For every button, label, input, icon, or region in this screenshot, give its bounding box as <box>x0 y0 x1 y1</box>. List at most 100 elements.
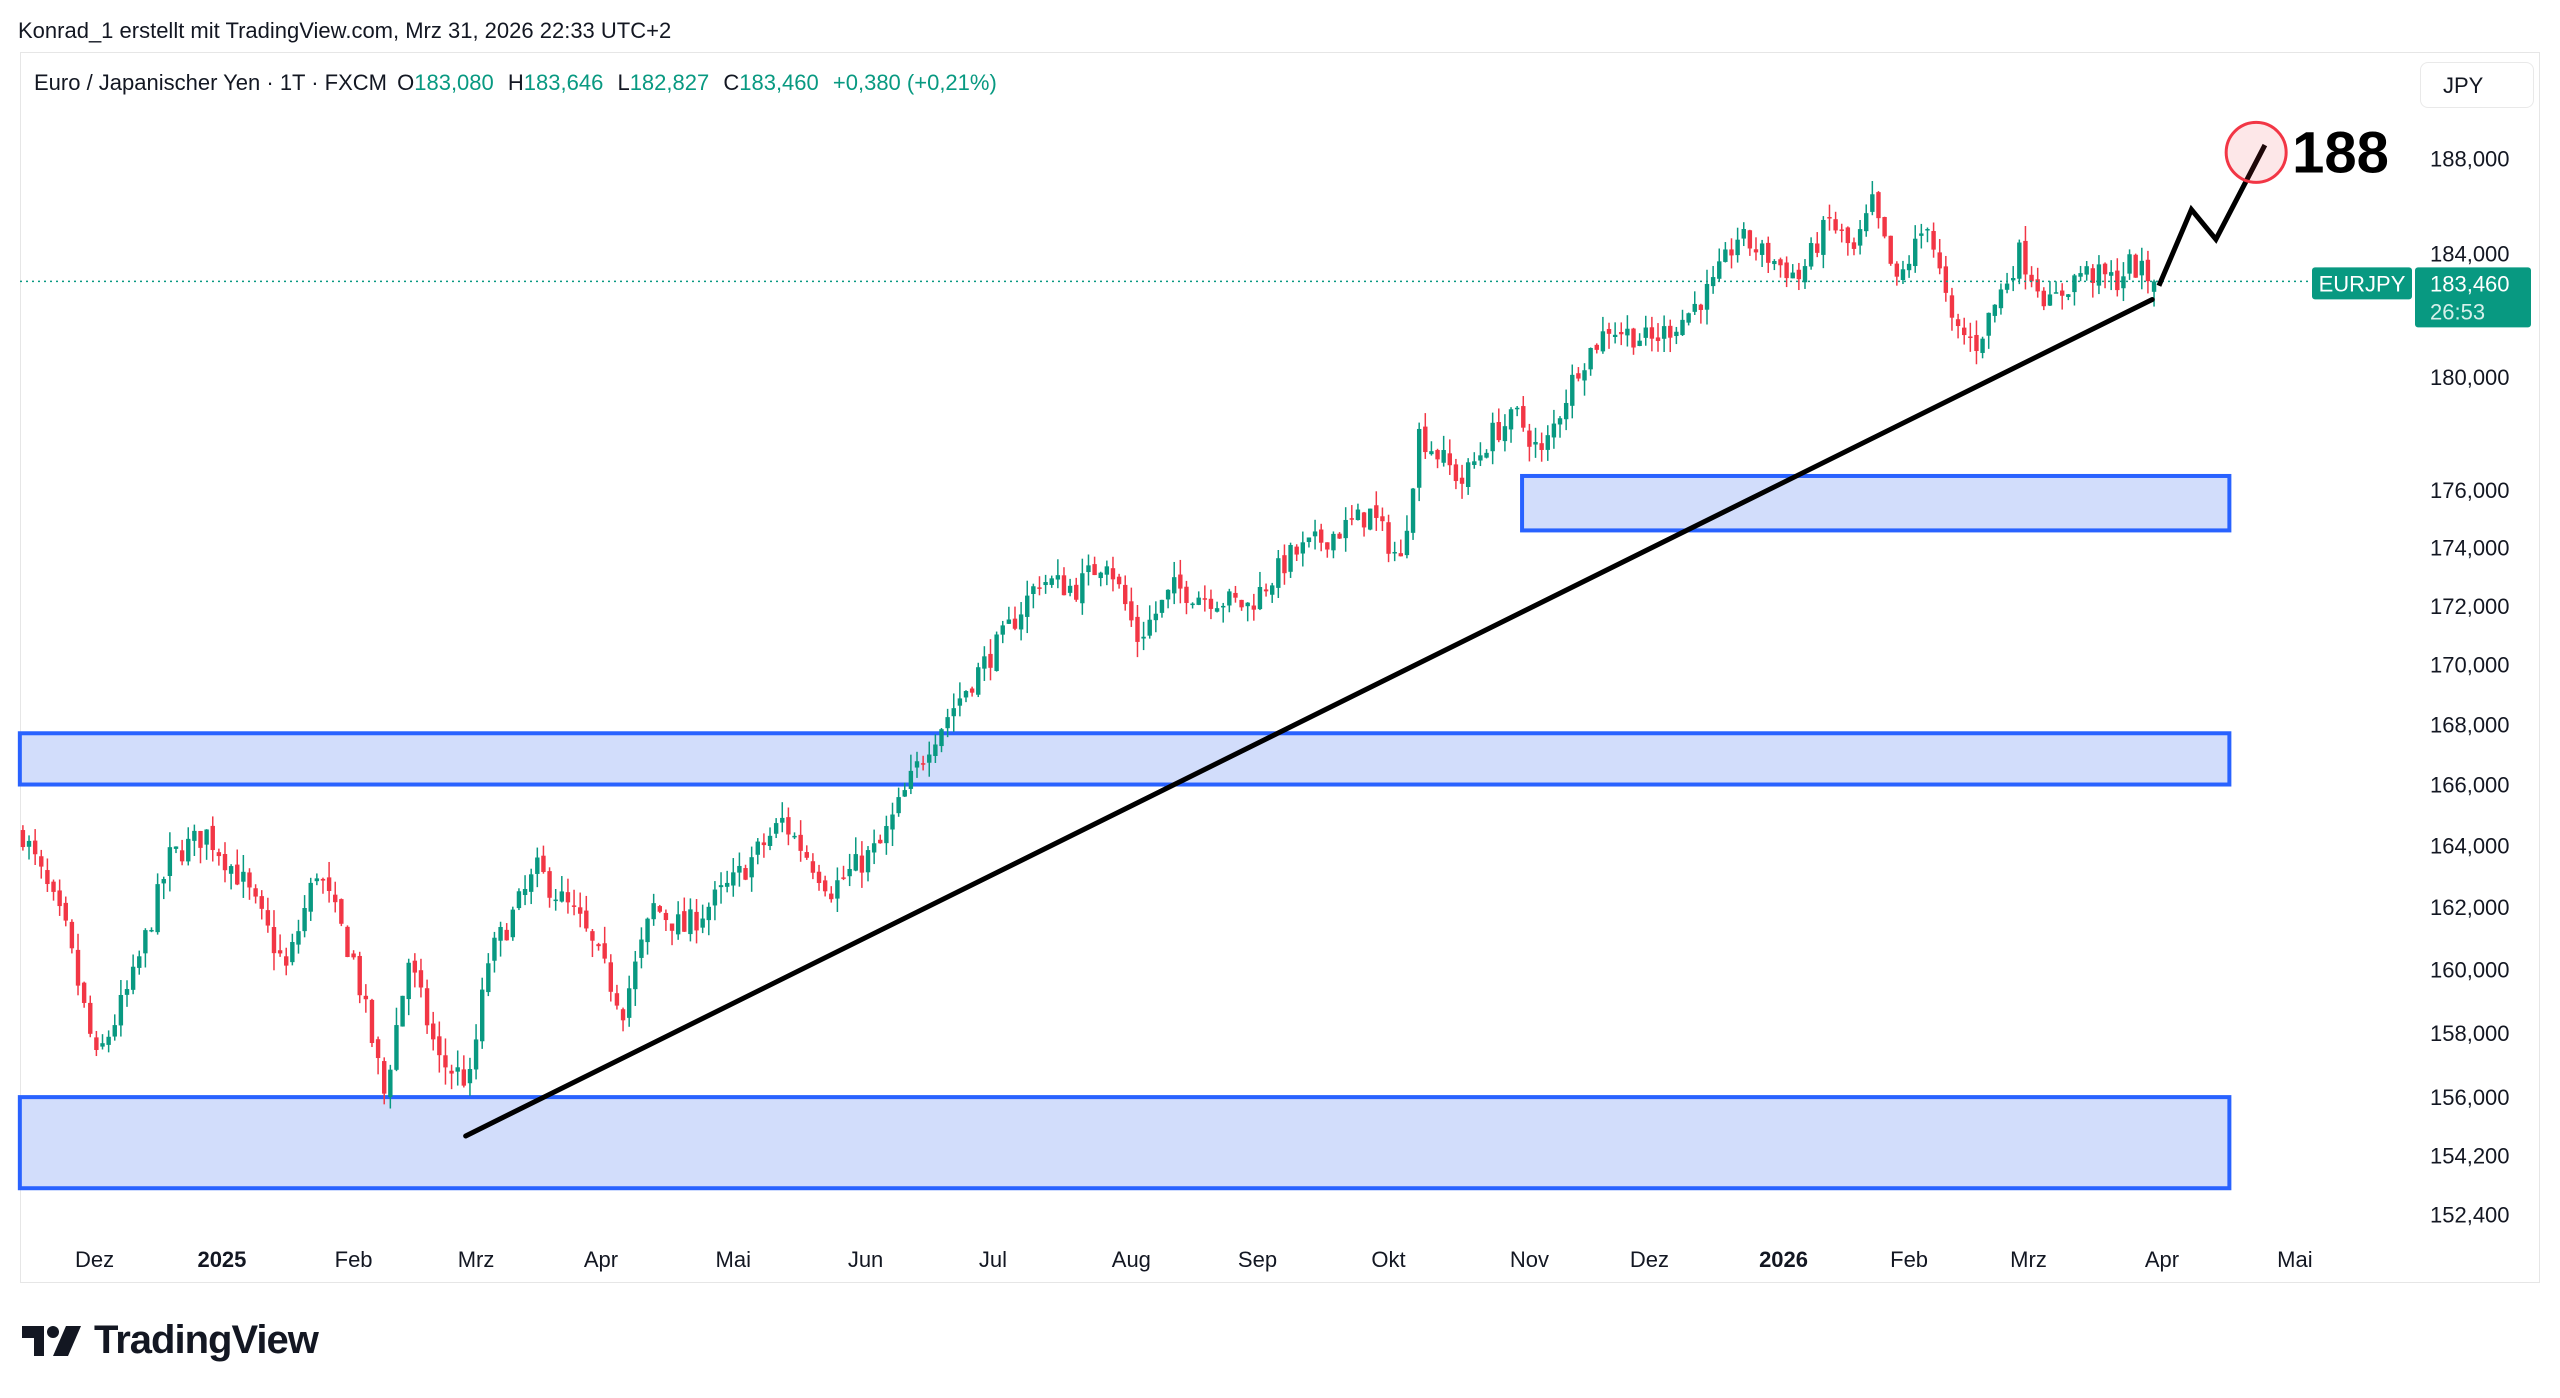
candle-down <box>743 868 748 880</box>
candle-down <box>1729 249 1734 256</box>
candle-down <box>1649 327 1655 339</box>
candle-down <box>333 894 338 903</box>
candle-up <box>1343 519 1348 539</box>
last-price-value: 183,460 <box>2430 271 2510 296</box>
low-value: 182,827 <box>629 70 710 95</box>
candle-down <box>1968 336 1973 338</box>
candle-down <box>1845 227 1851 244</box>
candle-down <box>357 955 362 996</box>
price-axis-label: 166,000 <box>2430 773 2510 798</box>
candle-up <box>712 889 718 906</box>
candle-down <box>1178 574 1183 589</box>
candle-down <box>816 871 822 884</box>
support-zone[interactable] <box>17 1095 2232 1191</box>
candle-up <box>192 830 197 841</box>
candle-down <box>1325 542 1330 550</box>
candle-up <box>2084 266 2089 275</box>
candle-down <box>1931 231 1936 250</box>
support-zone[interactable] <box>1520 473 2232 533</box>
candle-down <box>1349 518 1355 520</box>
candle-up <box>914 761 920 768</box>
support-zone[interactable] <box>17 731 2232 787</box>
currency-button[interactable]: JPY <box>2420 62 2534 108</box>
candle-up <box>1545 435 1550 450</box>
candle-up <box>1190 603 1195 606</box>
candle-down <box>88 1002 93 1034</box>
candle-down <box>418 970 424 988</box>
candle-up <box>510 909 516 938</box>
candle-up <box>1165 589 1171 600</box>
candle-down <box>1239 599 1244 608</box>
target-circle[interactable] <box>2224 120 2288 184</box>
candle-down <box>1619 332 1624 335</box>
candle-up <box>1919 233 1924 236</box>
candle-down <box>1453 464 1459 482</box>
candle-down <box>1539 443 1544 450</box>
target-label: 188 <box>2292 120 2389 185</box>
candle-down <box>1361 512 1367 528</box>
candle-down <box>1876 192 1881 219</box>
candle-down <box>75 949 81 986</box>
candle-up <box>963 691 969 698</box>
candle-up <box>2139 260 2145 276</box>
close-label: C <box>723 70 740 95</box>
price-axis-label: 164,000 <box>2430 834 2510 859</box>
candle-up <box>228 866 234 874</box>
symbol-description[interactable]: Euro / Japanischer Yen · 1T · FXCM <box>34 70 387 95</box>
high-value: 183,646 <box>523 70 604 95</box>
candle-up <box>1533 441 1538 445</box>
candle-up <box>1288 545 1293 572</box>
candle-down <box>920 763 926 765</box>
candle-up <box>394 1025 399 1070</box>
candle-up <box>161 879 166 884</box>
candle-up <box>1031 586 1036 595</box>
time-axis-label: 2026 <box>1759 1247 1808 1272</box>
candle-up <box>1551 423 1557 438</box>
candle-down <box>198 830 203 848</box>
candle-up <box>155 884 160 933</box>
candle-down <box>841 877 846 879</box>
projection-path[interactable] <box>2156 143 2268 287</box>
candle-up <box>1006 619 1012 624</box>
candle-up <box>492 937 497 961</box>
candle-up <box>1098 572 1103 579</box>
trendline[interactable] <box>463 297 2155 1139</box>
candle-up <box>957 698 963 706</box>
price-axis-label: 156,000 <box>2430 1085 2510 1110</box>
candle-up <box>186 838 191 862</box>
candle-down <box>1796 269 1802 280</box>
candle-up <box>1331 533 1336 551</box>
candle-up <box>1049 578 1054 585</box>
candle-up <box>1025 595 1030 617</box>
candle-up <box>1704 283 1710 310</box>
candle-up <box>1221 605 1226 608</box>
candle-up <box>2151 281 2157 292</box>
candle-up <box>780 817 785 823</box>
candle-up <box>167 847 173 877</box>
candle-up <box>1227 591 1232 606</box>
candle-down <box>1282 555 1287 574</box>
candle-up <box>927 754 932 763</box>
tradingview-logo[interactable]: TradingView <box>22 1318 319 1363</box>
candle-down <box>2035 279 2040 292</box>
candle-down <box>1753 249 1759 253</box>
candle-down <box>1888 235 1893 264</box>
candle-down <box>235 864 240 885</box>
candle-down <box>1784 262 1789 279</box>
candle-down <box>761 842 767 846</box>
candle-up <box>1153 613 1159 621</box>
candle-up <box>149 929 154 932</box>
candle-down <box>810 861 816 873</box>
low-label: L <box>617 70 630 95</box>
candle-down <box>1092 564 1097 576</box>
candle-up <box>1692 303 1697 312</box>
candle-up <box>1159 599 1165 613</box>
candle-up <box>1502 426 1508 442</box>
candle-up <box>1392 551 1397 554</box>
time-axis-label: Nov <box>1510 1247 1549 1272</box>
candle-down <box>2041 290 2047 307</box>
candle-down <box>1668 325 1673 338</box>
candle-up <box>1429 451 1434 455</box>
candle-up <box>1141 636 1146 639</box>
